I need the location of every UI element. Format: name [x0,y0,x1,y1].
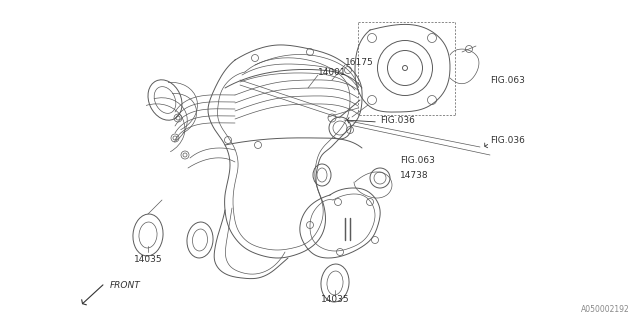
Text: 14001: 14001 [318,68,347,76]
Text: FIG.063: FIG.063 [400,156,435,164]
Text: 14035: 14035 [321,295,349,305]
Text: 14035: 14035 [134,255,163,265]
Text: FRONT: FRONT [110,282,141,291]
Text: A050002192: A050002192 [581,305,630,314]
Text: 16175: 16175 [345,58,374,67]
Text: 14738: 14738 [400,171,429,180]
Text: FIG.063: FIG.063 [490,76,525,84]
Text: FIG.036: FIG.036 [490,135,525,145]
Text: FIG.036: FIG.036 [380,116,415,124]
